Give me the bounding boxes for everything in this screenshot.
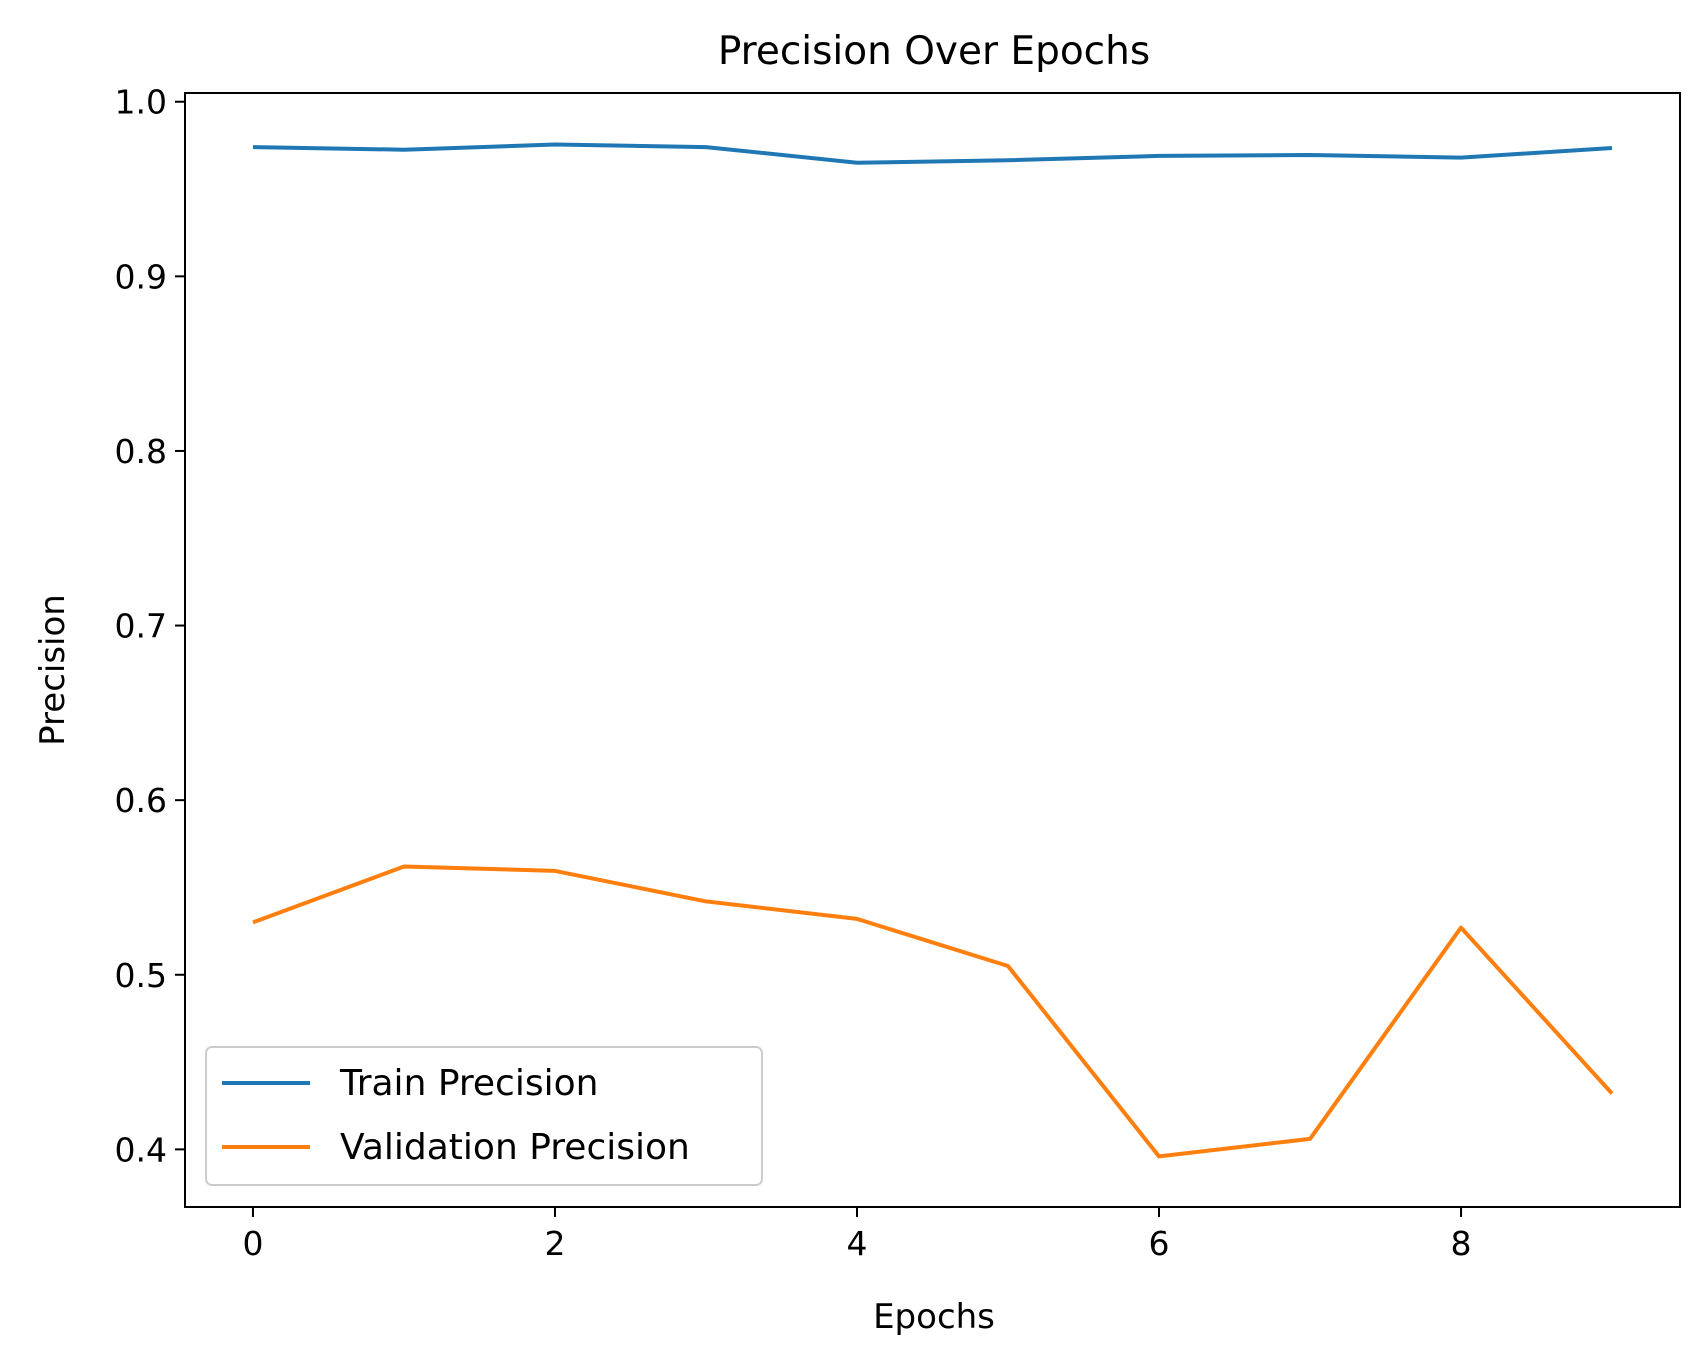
plot-frame (184, 92, 1681, 1208)
y-tick-label: 0.5 (115, 956, 167, 995)
series-line-train-precision (252, 142, 1613, 165)
series-line-validation-precision (252, 864, 1614, 1159)
plot-area (184, 92, 1681, 1208)
y-axis: 0.4 0.5 0.6 0.7 0.8 0.9 1.0 (115, 83, 185, 1169)
x-axis: 0 2 4 6 8 (242, 1207, 1472, 1263)
x-axis-label: Epochs (873, 1297, 995, 1337)
x-tick-label: 2 (544, 1224, 565, 1263)
legend: Train Precision Validation Precision (205, 1046, 763, 1186)
y-tick-label: 0.7 (115, 607, 167, 646)
y-tick-label: 1.0 (115, 83, 167, 122)
x-tick-label: 6 (1149, 1224, 1170, 1263)
y-axis-label: Precision (33, 594, 73, 746)
legend-box (205, 1046, 763, 1186)
x-tick-label: 8 (1451, 1224, 1472, 1263)
y-tick-label: 0.8 (115, 432, 167, 471)
y-tick-label: 0.4 (115, 1130, 167, 1169)
legend-entry-label: Train Precision (339, 1063, 598, 1104)
x-tick-label: 0 (242, 1224, 263, 1263)
y-tick-label: 0.6 (115, 781, 167, 820)
series-layer (252, 142, 1614, 1159)
x-tick-label: 4 (846, 1224, 867, 1263)
legend-entry-label: Validation Precision (340, 1127, 690, 1168)
y-tick-label: 0.9 (115, 257, 167, 296)
chart-title: Precision Over Epochs (718, 29, 1150, 74)
